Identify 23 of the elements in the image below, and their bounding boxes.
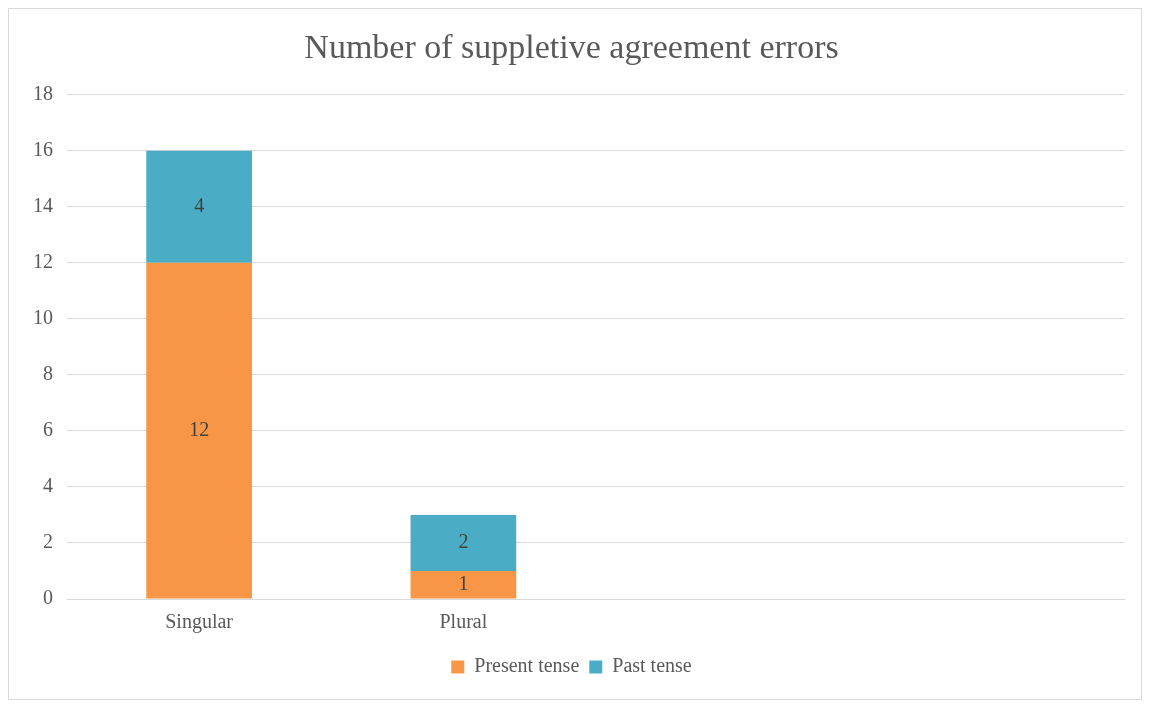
data-label: 12 [189,417,210,440]
y-tick-label: 8 [43,362,53,385]
bar [146,150,252,263]
data-label: 2 [458,530,469,553]
y-tick-label: 18 [33,82,53,105]
y-tick-label: 12 [33,250,53,273]
x-tick-label: Plural [439,610,488,633]
data-label: 4 [194,194,205,217]
chart-title: Number of suppletive agreement errors [304,28,839,66]
legend-label: Present tense [474,654,580,677]
x-tick-label: Singular [165,610,234,634]
y-tick-label: 6 [43,418,53,441]
bar [146,262,252,599]
y-tick-label: 2 [43,530,53,553]
bar [410,570,517,599]
data-label: 1 [458,571,469,594]
y-tick-label: 14 [33,194,53,217]
y-tick-label: 16 [33,138,53,161]
y-tick-label: 0 [43,586,53,609]
y-tick-label: 10 [33,306,53,329]
bar [410,514,517,571]
legend-label: Past tense [612,654,692,677]
y-tick-label: 4 [43,474,53,497]
